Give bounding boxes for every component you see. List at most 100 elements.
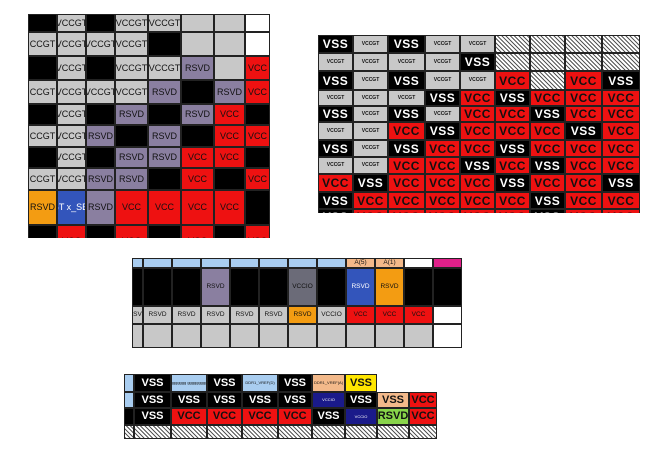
pin-cell: VCC	[425, 192, 460, 209]
pin-cell	[242, 425, 278, 439]
pin-cell	[495, 35, 530, 53]
pin-cell: VCCGT	[353, 122, 388, 140]
pin-cell: VCCGT	[318, 90, 353, 106]
pin-cell: VCCGT	[425, 35, 460, 53]
pin-cell	[530, 53, 565, 71]
pin-cell: VCC	[602, 140, 640, 157]
grid-row: VCC VCC VCC VCC	[28, 225, 278, 238]
pin-cell: VCC	[181, 168, 214, 190]
pin-cell: VSS	[495, 174, 530, 192]
pin-cell: VCC	[460, 122, 495, 140]
pin-cell	[214, 168, 245, 190]
panel-rsvd-strip: A(5)A(1)RSVDVCCIORSVDRSVDRSVDRSVDRSVDRSV…	[132, 258, 465, 348]
pin-cell	[565, 35, 602, 53]
pin-cell: RSVD	[172, 306, 201, 324]
pin-cell: VCC	[245, 56, 270, 80]
pin-cell: VSS	[388, 140, 425, 157]
pin-cell	[207, 425, 242, 439]
pin-cell: VCCGT	[57, 168, 86, 190]
pin-cell	[214, 14, 245, 32]
pin-cell: VCCGT	[115, 32, 148, 56]
pin-cell: VCC	[388, 157, 425, 174]
grid-row: VSS VCCGT VSS VCCGT VCCGT VCC VCC VSS	[318, 71, 640, 90]
pin-cell	[132, 258, 143, 268]
pin-cell: VSS	[530, 106, 565, 122]
pin-cell: VCC	[181, 225, 214, 238]
pin-cell	[143, 324, 172, 348]
pin-cell: VCC	[245, 168, 270, 190]
pin-cell	[317, 258, 346, 268]
pin-cell	[86, 104, 115, 125]
pin-cell: VCCGT	[57, 104, 86, 125]
pin-cell: RSVD	[148, 147, 181, 168]
grid-row: CCGT VCCGT VCCGT VCCGT RSVD RSVD VCC	[28, 80, 278, 104]
pin-cell: VCCIO	[317, 306, 346, 324]
pin-cell	[312, 425, 345, 439]
pin-cell	[245, 32, 270, 56]
grid-row: RSVD VCCIO RSVD RSVD	[132, 268, 465, 306]
pin-cell: VSS	[495, 90, 530, 106]
pin-cell	[259, 324, 288, 348]
pin-cell: VCC	[565, 157, 602, 174]
grid-row: VCCGT VCCGT VCCGT	[28, 14, 278, 32]
pin-cell: RSVD	[148, 125, 181, 147]
pin-cell	[375, 324, 404, 348]
pin-cell	[124, 425, 134, 439]
pin-cell: RSVD	[181, 104, 214, 125]
pin-cell: VCC	[602, 192, 640, 209]
pin-cell: VCCIO	[345, 408, 377, 425]
pin-cell: VCC	[148, 190, 181, 225]
pin-cell: VSS	[425, 122, 460, 140]
grid-row: VCCGT RSVD RSVD VCC	[28, 104, 278, 125]
pin-cell: VCC	[460, 192, 495, 209]
pin-cell: VCCIO	[288, 268, 317, 306]
pin-cell: VCCGT	[115, 56, 148, 80]
pin-cell: RSVD	[148, 80, 181, 104]
pin-cell: VCC	[245, 80, 270, 104]
pin-cell: VSS	[312, 408, 345, 425]
pin-cell: VCC	[353, 209, 388, 213]
pin-cell	[288, 258, 317, 268]
pin-cell: VCC	[245, 125, 270, 147]
pin-cell: VSS	[134, 392, 171, 408]
pin-cell	[86, 14, 115, 32]
pin-cell	[259, 258, 288, 268]
pin-cell: VCC	[602, 157, 640, 174]
pin-cell: VCC	[425, 174, 460, 192]
pin-cell: VCC	[565, 106, 602, 122]
pin-cell: A(5)	[346, 258, 375, 268]
pin-cell: VSS	[318, 106, 353, 122]
pin-cell	[134, 425, 171, 439]
pin-cell: VCC	[388, 192, 425, 209]
pin-cell: VCCGT	[353, 71, 388, 90]
pin-cell: VCCGT	[115, 14, 148, 32]
pin-cell	[143, 268, 172, 306]
pin-cell: VCCIO	[312, 392, 345, 408]
pin-cell	[148, 32, 181, 56]
pin-cell	[86, 225, 115, 238]
pin-cell: VCCGT	[353, 35, 388, 53]
grid-row	[124, 425, 466, 439]
pin-cell: VCC	[409, 392, 437, 408]
pin-cell: VCC	[278, 408, 312, 425]
pin-cell: VCC	[460, 90, 495, 106]
pin-cell: VCCGT	[460, 71, 495, 90]
pin-cell	[530, 71, 565, 90]
pin-cell	[172, 324, 201, 348]
pin-cell: VSS	[134, 374, 171, 392]
grid-row: VSS VCCGT VSS VCCGT VCCGT	[318, 35, 640, 53]
pin-cell: VCCGT	[57, 32, 86, 56]
pin-cell	[148, 104, 181, 125]
pin-cell: VCC	[346, 306, 375, 324]
pin-cell: VSS	[134, 408, 171, 425]
grid-row: VCCGT VCCGT VCCGT VSS VCC VSS VCC VCC VCC	[318, 90, 640, 106]
pin-cell: VCCGT	[460, 35, 495, 53]
pin-cell	[346, 324, 375, 348]
pin-cell: VCC	[242, 408, 278, 425]
pin-cell	[245, 190, 270, 225]
pin-cell: VCCGT	[425, 71, 460, 90]
pin-cell	[602, 35, 640, 53]
pin-cell: VCCGT	[57, 125, 86, 147]
